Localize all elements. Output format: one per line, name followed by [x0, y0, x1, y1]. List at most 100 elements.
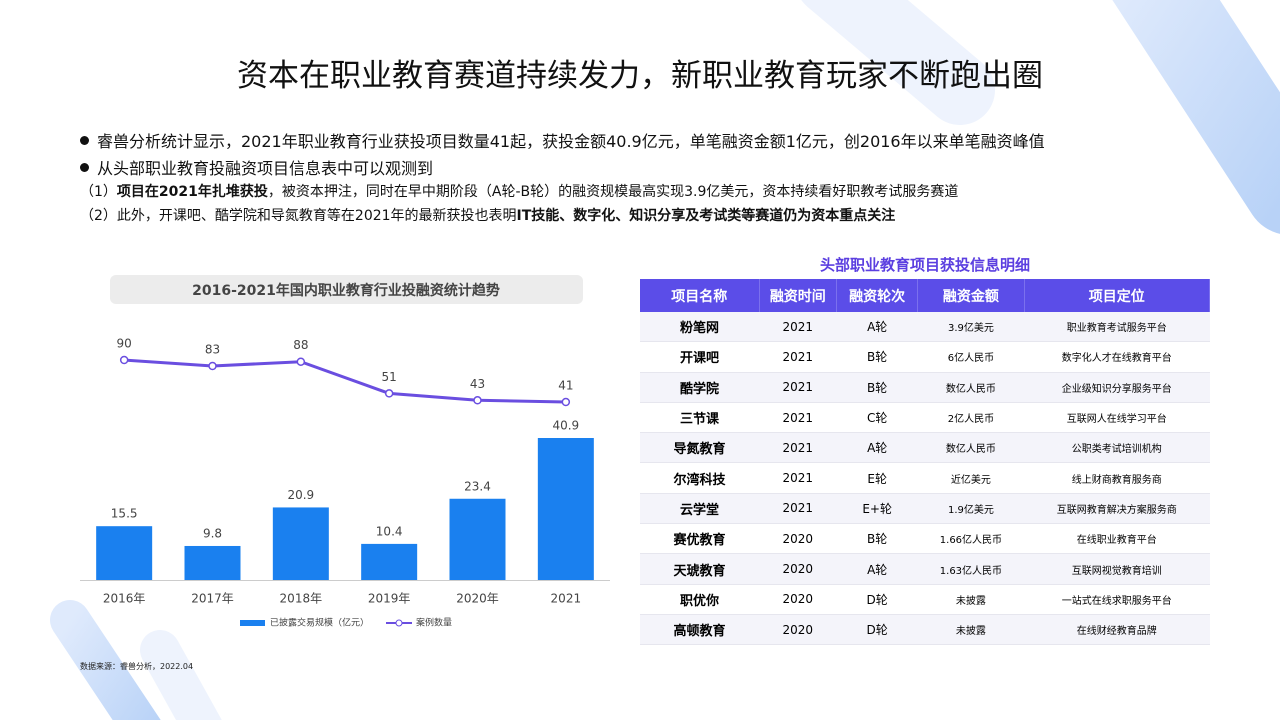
deco-stroke [801, 0, 995, 125]
bullet-text: 从头部职业教育投融资项目信息表中可以观测到 [97, 159, 434, 178]
table-cell: 数字化人才在线教育平台 [1024, 341, 1210, 373]
legend-label: 案例数量 [416, 617, 452, 629]
table-cell: 酷学院 [640, 372, 760, 403]
table-cell: 赛优教育 [640, 523, 760, 555]
bar-label: 23.4 [464, 479, 491, 493]
table-cell: E轮 [836, 462, 918, 494]
legend-swatch [240, 620, 265, 626]
bar-label: 15.5 [111, 507, 138, 521]
table-row: 职优你 2020 D轮 未披露 一站式在线求职服务平台 [640, 584, 1210, 615]
table-title: 头部职业教育项目获投信息明细 [819, 256, 1030, 274]
table-cell: 互联网人在线学习平台 [1024, 402, 1210, 434]
bar [96, 526, 153, 580]
table-row: 酷学院 2021 B轮 数亿人民币 企业级知识分享服务平台 [640, 372, 1210, 403]
table-row: 尔湾科技 2021 E轮 近亿美元 线上财商教育服务商 [640, 462, 1210, 494]
x-tick-label: 2016年 [103, 592, 146, 606]
table-cell: A轮 [836, 553, 918, 585]
line-label: 51 [382, 370, 397, 384]
source: 数据来源：睿兽分析，2022.04 [80, 662, 194, 671]
table-cell: 2021 [759, 312, 837, 343]
legend-label: 已披露交易规模（亿元） [270, 617, 369, 629]
chart-title-bg [110, 275, 583, 304]
table-cell: 互联网教育解决方案服务商 [1024, 493, 1210, 525]
bullet: （1）项目在2021年扎堆获投，被资本押注，同时在早中期阶段（A轮-B轮）的融资… [80, 181, 958, 201]
table-cell: 1.9亿美元 [917, 493, 1025, 525]
bar-label: 10.4 [376, 524, 403, 538]
line-point [119, 355, 129, 365]
x-tick-label: 2017年 [191, 592, 234, 606]
bar-label: 40.9 [552, 419, 579, 433]
bullet-text: 睿兽分析统计显示，2021年职业教育行业获投项目数量41起，获投金额40.9亿元… [97, 132, 1045, 151]
table-cell: 2021 [759, 372, 837, 403]
line-point [208, 361, 217, 371]
table-cell: 6亿人民币 [917, 341, 1025, 373]
table-cell: 2021 [759, 402, 837, 434]
table-cell: E+轮 [836, 493, 918, 525]
header-cell: 项目名称 [640, 279, 760, 312]
table-cell: 开课吧 [640, 341, 760, 373]
x-tick-label: 2019年 [368, 592, 411, 606]
bar [361, 543, 418, 580]
table-cell: 公职类考试培训机构 [1024, 432, 1210, 464]
table-cell: 线上财商教育服务商 [1024, 462, 1210, 494]
line-label: 90 [117, 337, 132, 351]
table-cell: 在线财经教育品牌 [1024, 614, 1210, 646]
line [124, 358, 566, 404]
table-cell: D轮 [836, 614, 918, 646]
table-cell: 高顿教育 [640, 614, 760, 646]
table-cell: 尔湾科技 [640, 462, 760, 494]
table-cell: 企业级知识分享服务平台 [1024, 372, 1210, 403]
bullet: 睿兽分析统计显示，2021年职业教育行业获投项目数量41起，获投金额40.9亿元… [80, 128, 1045, 152]
table-cell: 2020 [759, 614, 837, 646]
table-cell: 导氮教育 [640, 432, 760, 464]
table-row: 粉笔网 2021 A轮 3.9亿美元 职业教育考试服务平台 [640, 312, 1210, 343]
bar [272, 507, 329, 580]
chart: 2016-2021年国内职业教育行业投融资统计趋势 2016年 2017年 2018… [80, 275, 610, 629]
table-cell: 数亿人民币 [917, 372, 1025, 403]
bullet-text: 项目在2021年扎堆获投 [116, 184, 268, 200]
table-cell: 2021 [759, 341, 837, 373]
bar-label: 9.8 [203, 526, 222, 540]
table-cell: 2021 [759, 493, 837, 525]
bullet-text: （2）此外，开课吧、酷学院和导氮教育等在2021年的最新获投也表明 [80, 208, 517, 224]
bullet-text: IT技能、数字化、知识分享及考试类等赛道仍为资本重点关注 [516, 208, 896, 224]
table-cell: B轮 [836, 341, 918, 373]
table-row: 导氮教育 2021 A轮 数亿人民币 公职类考试培训机构 [640, 432, 1210, 464]
table-cell: 2020 [759, 523, 837, 555]
x-tick-label: 2021 [551, 592, 582, 606]
table-row: 云学堂 2021 E+轮 1.9亿美元 互联网教育解决方案服务商 [640, 493, 1210, 525]
chart-title: 2016-2021年国内职业教育行业投融资统计趋势 [192, 282, 500, 299]
table-cell: 2020 [759, 553, 837, 585]
table-cell: 互联网视觉教育培训 [1024, 553, 1210, 585]
table-row: 高顿教育 2020 D轮 未披露 在线财经教育品牌 [640, 614, 1210, 646]
table-cell: 2021 [759, 432, 837, 464]
deco-stroke [140, 630, 222, 720]
table-cell: 2020 [759, 584, 837, 615]
table-row: 三节课 2021 C轮 2亿人民币 互联网人在线学习平台 [640, 402, 1210, 434]
header-cell: 项目定位 [1024, 279, 1211, 312]
table-cell: 粉笔网 [640, 312, 760, 343]
table-cell: D轮 [836, 584, 918, 615]
table-cell: 2亿人民币 [917, 402, 1025, 434]
table-cell: 未披露 [917, 614, 1025, 646]
line-point [561, 397, 571, 407]
line-label: 88 [293, 338, 308, 352]
line-point [473, 396, 482, 405]
line-point [296, 357, 306, 366]
deco-stroke [1112, 0, 1280, 234]
table-cell: 三节课 [640, 402, 760, 434]
table-cell: A轮 [836, 312, 918, 343]
bullet: 从头部职业教育投融资项目信息表中可以观测到 [80, 155, 433, 179]
bullet: （2）此外，开课吧、酷学院和导氮教育等在2021年的最新获投也表明IT技能、数字… [80, 205, 895, 225]
table-row: 赛优教育 2020 B轮 1.66亿人民币 在线职业教育平台 [640, 523, 1210, 555]
table-cell: 近亿美元 [917, 462, 1025, 494]
header-cell: 融资金额 [917, 279, 1025, 312]
header-cell: 融资轮次 [836, 279, 919, 312]
table-header: 项目名称 融资时间 融资轮次 融资金额 项目定位 [640, 279, 1211, 312]
table-cell: 1.66亿人民币 [917, 523, 1025, 555]
x-tick-label: 2018年 [280, 592, 323, 606]
table-cell: 天琥教育 [640, 553, 760, 585]
table-cell: A轮 [836, 432, 918, 464]
bar [184, 545, 241, 580]
